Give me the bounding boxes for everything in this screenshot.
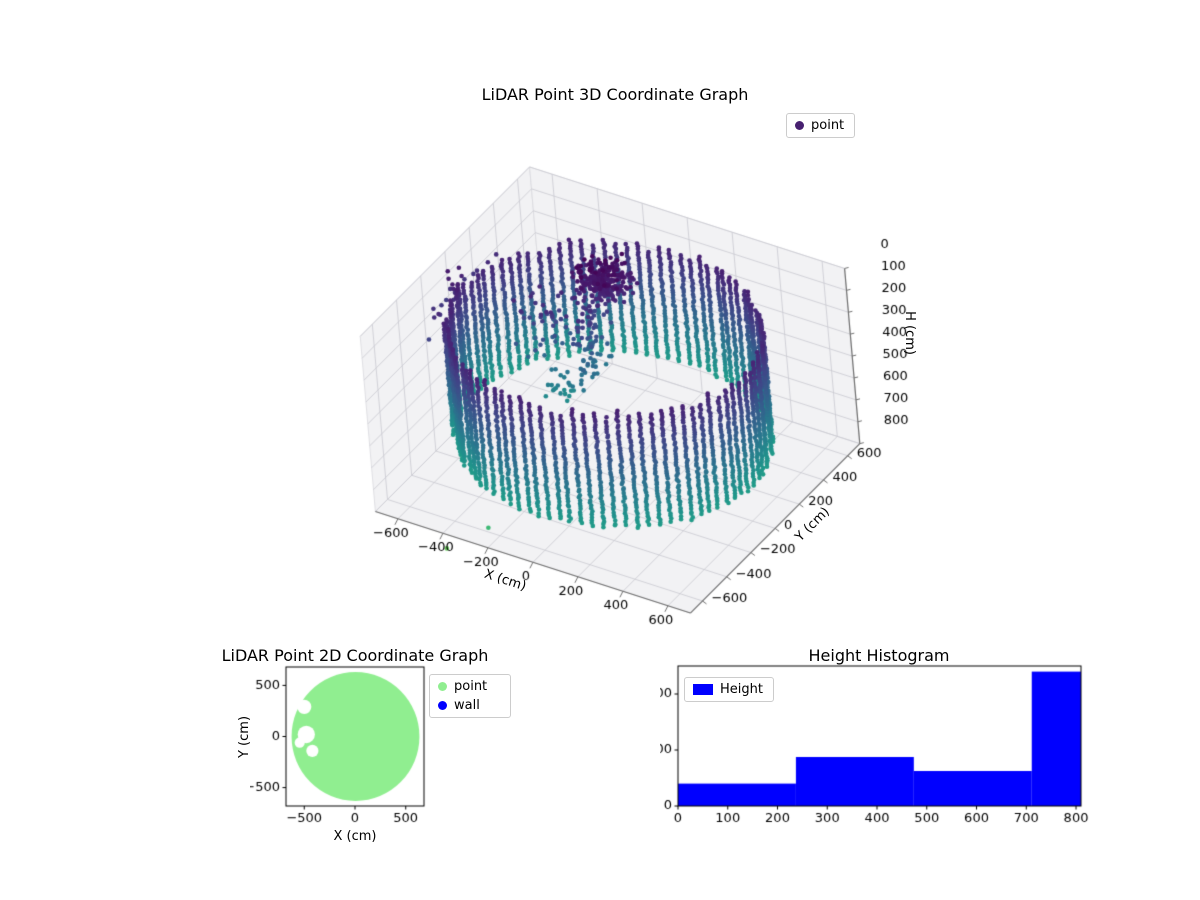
legend-entry-height: Height xyxy=(693,682,763,697)
wall-marker-icon xyxy=(438,701,447,710)
legend-entry-wall-2d: wall xyxy=(438,698,500,713)
legend-2d: point wall xyxy=(429,674,511,718)
chart-title-3d: LiDAR Point 3D Coordinate Graph xyxy=(481,85,749,104)
legend-entry-point-2d: point xyxy=(438,679,500,694)
legend-label-wall-2d: wall xyxy=(454,698,480,713)
scatter2d-plot-area xyxy=(250,660,440,855)
height-patch-icon xyxy=(693,684,713,695)
scatter3d-plot-area xyxy=(300,140,980,650)
point-marker-icon xyxy=(795,121,804,130)
h-axis-label-3d: H (cm) xyxy=(902,311,917,355)
legend-entry-point-3d: point xyxy=(795,118,844,133)
legend-3d: point xyxy=(786,113,856,138)
y-axis-label-2d: Y (cm) xyxy=(237,715,252,759)
legend-label-point-2d: point xyxy=(454,679,488,694)
legend-histogram: Height xyxy=(684,677,774,702)
legend-label-height: Height xyxy=(720,682,763,697)
legend-label-point-3d: point xyxy=(811,118,845,133)
point-marker-icon xyxy=(438,682,447,691)
x-axis-label-2d: X (cm) xyxy=(333,829,377,844)
